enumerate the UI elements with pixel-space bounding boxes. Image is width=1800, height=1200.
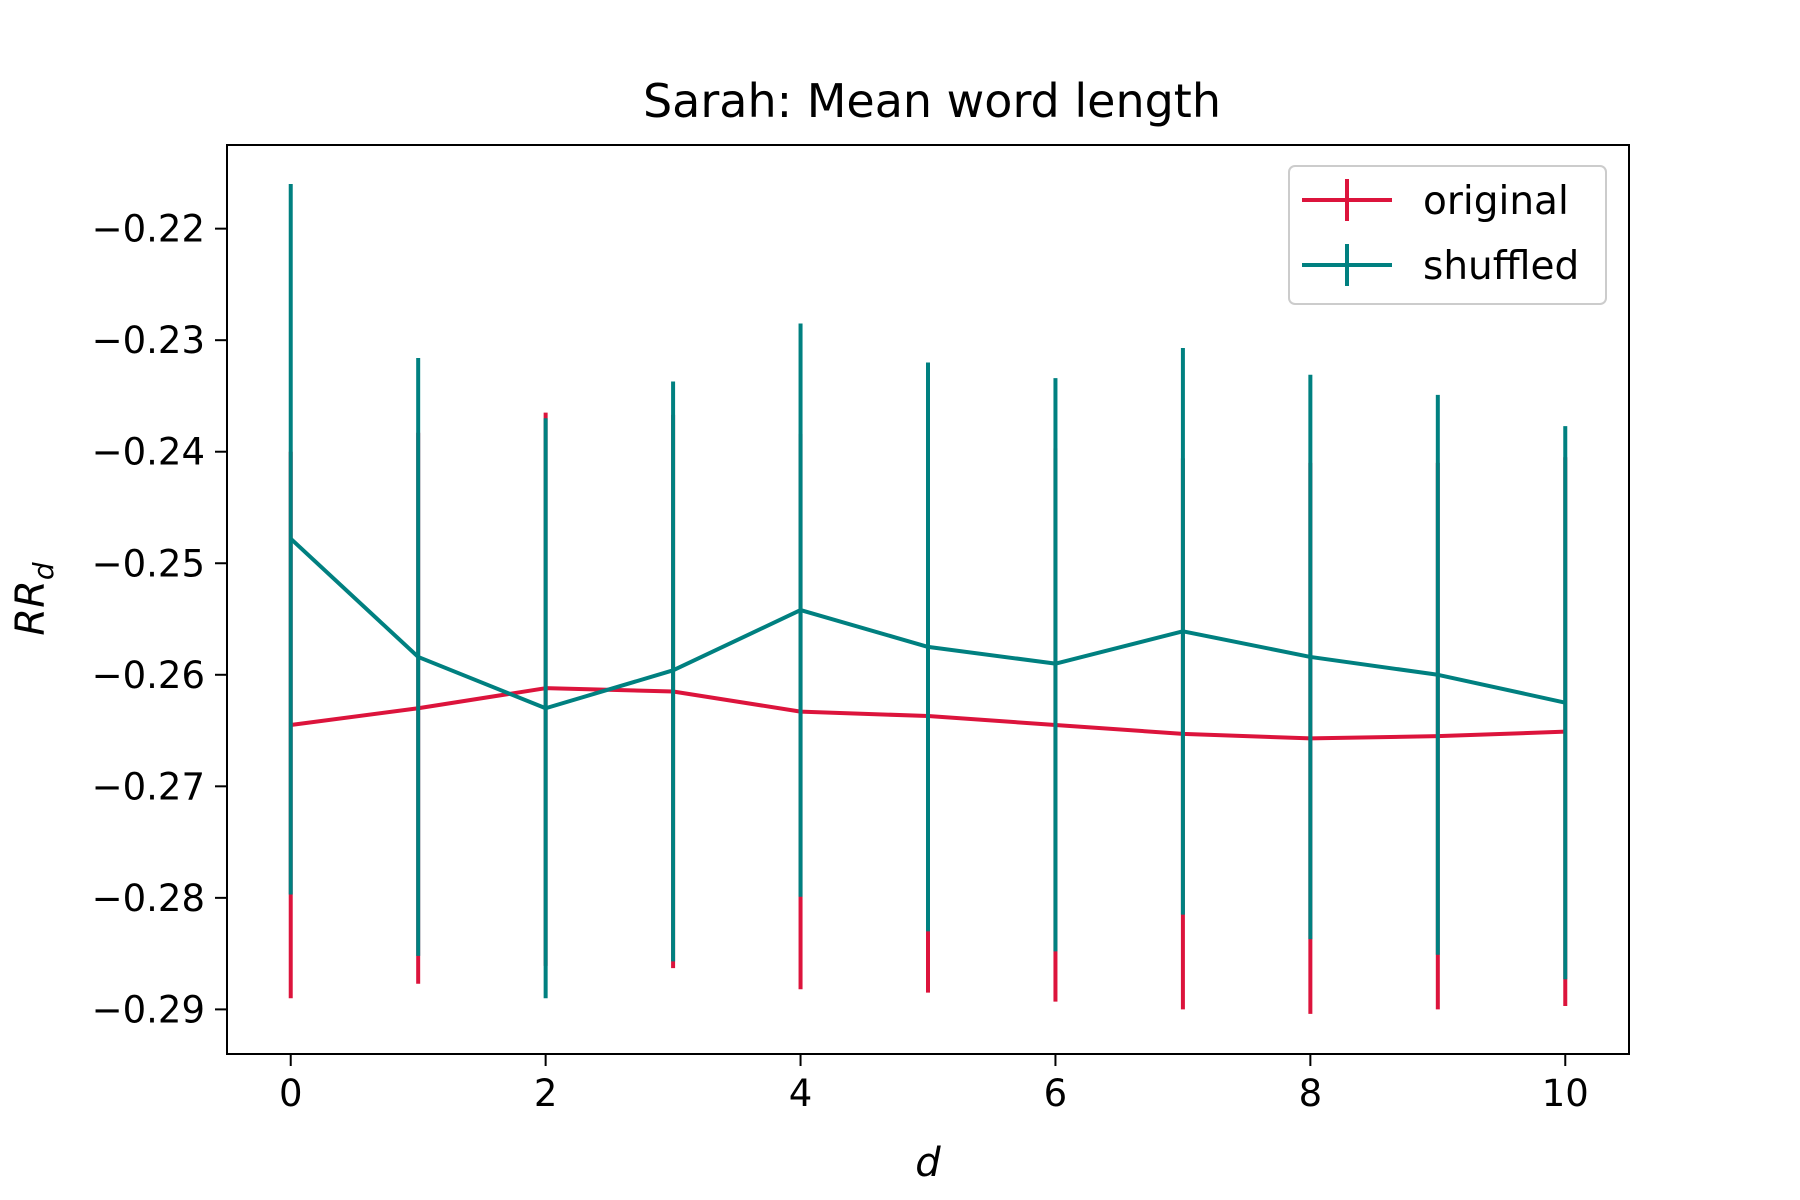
y-tick-label: −0.28 (92, 877, 205, 920)
y-tick-label: −0.27 (92, 765, 205, 808)
y-axis-label: RRd (8, 562, 60, 636)
y-tick-label: −0.29 (92, 988, 205, 1031)
x-tick-label: 2 (534, 1072, 558, 1115)
line-shuffled (289, 537, 1566, 711)
legend: original shuffled (1288, 165, 1607, 305)
x-tick-label: 4 (789, 1072, 813, 1115)
x-axis-label: d (915, 1140, 941, 1186)
x-tick-label: 8 (1299, 1072, 1323, 1115)
y-tick-label: −0.26 (92, 654, 205, 697)
series-shuffled (288, 184, 1568, 999)
y-axis-label-main: RR (8, 580, 54, 636)
chart-title: Sarah: Mean word length (643, 74, 1221, 128)
plot-frame (226, 144, 1630, 1055)
y-tick-label: −0.25 (92, 542, 205, 585)
axis-ticks: 0 2 4 6 8 10 −0.22 −0.23 −0.24 −0.25 −0.26 −0.27 −0.… (92, 208, 1589, 1115)
y-tick-label: −0.24 (92, 431, 205, 474)
y-tick-label: −0.23 (92, 319, 205, 362)
y-axis-label-subscript: d (27, 562, 60, 580)
x-tick-label: 10 (1542, 1072, 1589, 1115)
legend-label-shuffled: shuffled (1423, 244, 1579, 289)
y-tick-label: −0.22 (92, 208, 205, 251)
x-tick-label: 0 (279, 1072, 303, 1115)
plot-area (288, 184, 1568, 1014)
x-tick-label: 6 (1044, 1072, 1068, 1115)
legend-label-original: original (1423, 179, 1569, 224)
